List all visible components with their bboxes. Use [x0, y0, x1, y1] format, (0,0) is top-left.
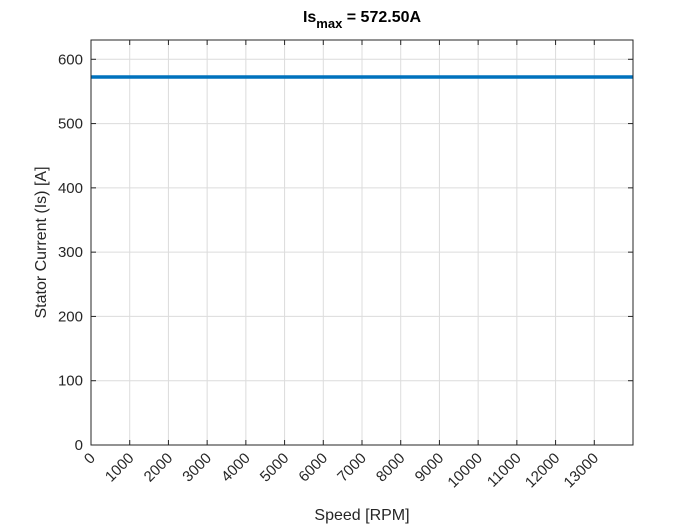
y-tick-label: 200 [58, 308, 83, 325]
title-suffix: = 572.50A [342, 9, 421, 26]
title-subscript: max [316, 16, 343, 31]
chart-title: Ismax = 572.50A [303, 9, 422, 31]
y-tick-label: 600 [58, 51, 83, 68]
grid [90, 40, 633, 446]
title-main: Is [303, 9, 316, 26]
y-axis-label: Stator Current (Is) [A] [33, 166, 50, 318]
y-tick-label: 400 [58, 180, 83, 197]
y-tick-label: 0 [75, 437, 83, 454]
y-tick-label: 100 [58, 373, 83, 390]
y-tick-label: 300 [58, 244, 83, 261]
x-axis-label: Speed [RPM] [314, 507, 409, 524]
y-tick-label: 500 [58, 116, 83, 133]
